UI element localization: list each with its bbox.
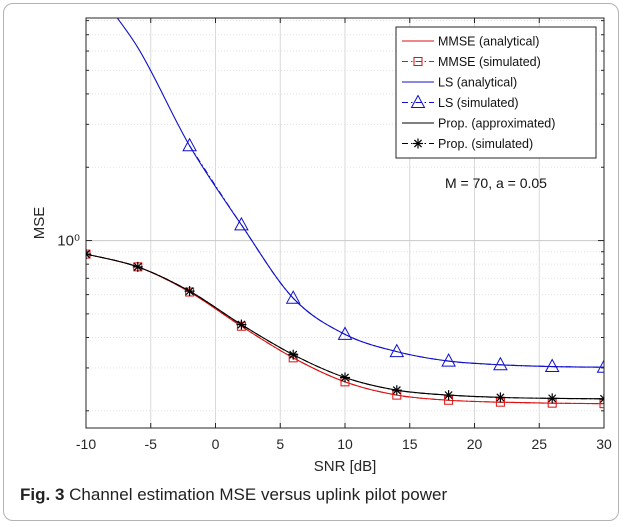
- data-point-triangle: [410, 94, 426, 108]
- data-point-star: [340, 372, 350, 383]
- plot-clip-group: [86, 18, 604, 409]
- data-point-star: [599, 393, 604, 404]
- data-point-triangle: [596, 359, 604, 373]
- x-tick-label: -5: [145, 436, 158, 452]
- legend: MMSE (analytical) MMSE (simulated) LS (ana…: [395, 26, 597, 159]
- axis-ticks: -10 -5 0 5 10 15 20 25 30 10⁰: [57, 18, 612, 452]
- data-point-square: [599, 399, 604, 409]
- figure-caption: Fig. 3 Channel estimation MSE versus upl…: [20, 485, 447, 505]
- legend-label: Prop. (simulated): [438, 137, 533, 151]
- x-tick-label: 10: [337, 436, 353, 452]
- x-tick-label: 0: [212, 436, 220, 452]
- parameter-annotation: M = 70, a = 0.05: [445, 175, 547, 191]
- data-point-star: [495, 392, 506, 403]
- data-point-triangle: [182, 137, 197, 152]
- axis-labels: SNR [dB] MSE M = 70, a = 0.05: [31, 175, 547, 475]
- series-line: [189, 145, 604, 368]
- data-point-star: [86, 249, 91, 260]
- data-point-star: [236, 319, 247, 330]
- series-line: [86, 253, 604, 405]
- legend-label: MMSE (simulated): [438, 55, 541, 69]
- x-tick-label: 25: [531, 436, 547, 452]
- caption-text: Channel estimation MSE versus uplink pil…: [69, 485, 448, 504]
- data-point-triangle: [389, 343, 405, 358]
- data-point-star: [547, 393, 558, 404]
- x-tick-label: -10: [76, 436, 96, 452]
- y-tick-label: 10⁰: [57, 233, 80, 250]
- series-3: [182, 137, 604, 373]
- legend-box: [395, 26, 597, 159]
- series-group: [86, 18, 604, 409]
- legend-entry: MMSE (simulated): [402, 55, 541, 69]
- x-tick-label: 30: [596, 436, 612, 452]
- data-point-triangle: [337, 326, 353, 340]
- legend-entry: Prop. (simulated): [402, 137, 533, 151]
- x-axis-label: SNR [dB]: [314, 458, 377, 475]
- legend-label: Prop. (approximated): [438, 117, 555, 131]
- x-tick-label: 20: [467, 436, 483, 452]
- x-tick-label: 5: [276, 436, 284, 452]
- data-point-square: [413, 57, 423, 66]
- legend-entry: MMSE (analytical): [402, 35, 539, 49]
- legend-label: LS (analytical): [438, 76, 517, 90]
- legend-entry: Prop. (approximated): [402, 117, 555, 131]
- data-point-star: [391, 385, 402, 396]
- legend-label: MMSE (analytical): [438, 35, 539, 49]
- legend-label: LS (simulated): [438, 96, 519, 110]
- data-point-star: [132, 261, 143, 272]
- data-point-triangle: [285, 290, 301, 304]
- y-axis-label: MSE: [31, 207, 48, 240]
- data-point-star: [443, 390, 454, 401]
- x-tick-label: 15: [402, 436, 418, 452]
- series-5: [86, 249, 604, 404]
- data-point-star: [288, 349, 299, 360]
- data-point-star: [413, 138, 423, 149]
- legend-entry: LS (simulated): [402, 94, 519, 110]
- data-point-triangle: [493, 356, 508, 371]
- data-point-triangle: [544, 358, 560, 373]
- legend-entry: LS (analytical): [402, 76, 517, 90]
- caption-label: Fig. 3: [20, 485, 65, 504]
- data-point-triangle: [234, 216, 249, 231]
- data-point-star: [184, 286, 195, 297]
- data-point-triangle: [441, 353, 456, 367]
